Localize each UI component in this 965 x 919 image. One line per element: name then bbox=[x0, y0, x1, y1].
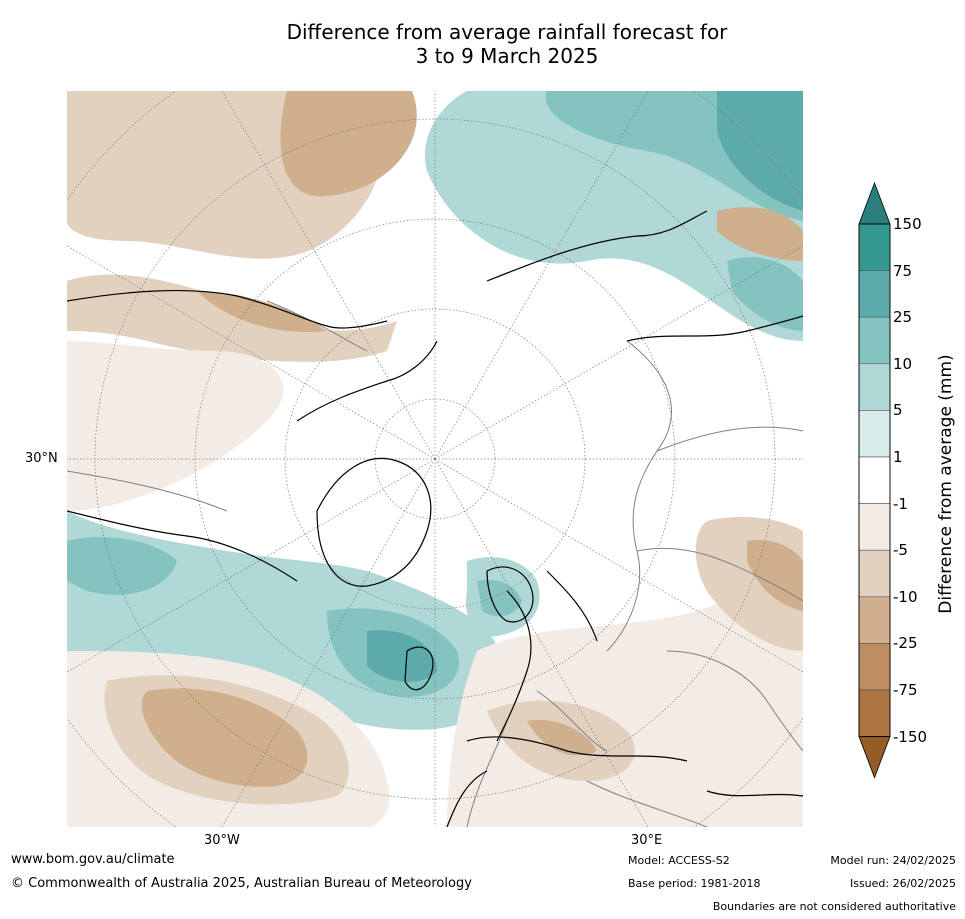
map-title: Difference from average rainfall forecas… bbox=[0, 20, 965, 68]
scandinavia-coast bbox=[486, 566, 534, 623]
colorbar-tick-label: -5 bbox=[893, 541, 908, 560]
issued-date: Issued: 26/02/2025 bbox=[849, 877, 956, 890]
website-link[interactable]: www.bom.gov.au/climate bbox=[11, 852, 175, 867]
pacific-brown-core bbox=[197, 291, 327, 332]
mediterranean-coast bbox=[466, 736, 688, 762]
colorbar-extend-top bbox=[858, 181, 891, 225]
colorbar-tick-label: 10 bbox=[893, 354, 913, 373]
colorbar-tick-label: -10 bbox=[893, 587, 918, 606]
colorbar-tick-label: -75 bbox=[893, 681, 918, 699]
pacific-brown-band bbox=[67, 274, 397, 362]
colorbar-box bbox=[858, 503, 891, 551]
anomaly-shading bbox=[67, 91, 803, 827]
colorbar-tick-label: -150 bbox=[893, 727, 928, 746]
colorbar-extend-bottom bbox=[858, 736, 891, 779]
model-info: Model: ACCESS-S2 bbox=[628, 854, 730, 867]
north-america-brown bbox=[67, 341, 284, 511]
country-boundaries bbox=[67, 300, 803, 827]
coastlines bbox=[67, 210, 803, 827]
colorbar-tick-label: -25 bbox=[893, 634, 918, 653]
latitude-label-30n: 30°N bbox=[25, 451, 58, 466]
colorbar-tick-label: 150 bbox=[893, 215, 922, 233]
model-run-date: Model run: 24/02/2025 bbox=[830, 854, 956, 867]
colorbar-box bbox=[858, 456, 891, 504]
subtropical-atlantic-brown-core bbox=[141, 688, 308, 787]
british-isles-coast bbox=[404, 646, 434, 691]
europe-coast bbox=[496, 590, 532, 742]
colorbar bbox=[858, 181, 891, 779]
colorbar-tick-label: 1 bbox=[893, 448, 903, 466]
siberia-coast bbox=[486, 210, 708, 282]
colorbar-label: Difference from average (mm) bbox=[936, 354, 956, 614]
colorbar-tick-label: -1 bbox=[893, 494, 908, 513]
title-line-2: 3 to 9 March 2025 bbox=[415, 44, 599, 68]
north-pacific-brown-core bbox=[280, 91, 417, 197]
colorbar-box bbox=[858, 596, 891, 644]
title-line-1: Difference from average rainfall forecas… bbox=[286, 20, 728, 44]
colorbar-box bbox=[858, 223, 891, 271]
boundaries-note: Boundaries are not considered authoritat… bbox=[712, 900, 956, 913]
colorbar-tick-label: 75 bbox=[893, 261, 913, 280]
colorbar-tick-label: 5 bbox=[893, 401, 903, 420]
colorbar-box bbox=[858, 549, 891, 598]
colorbar-box bbox=[858, 410, 891, 458]
graticule bbox=[67, 91, 803, 827]
greenland-coast bbox=[316, 457, 432, 587]
rainfall-anomaly-map bbox=[67, 91, 803, 827]
colorbar-box bbox=[858, 643, 891, 691]
mediterranean-brown-core bbox=[527, 720, 597, 756]
copyright-notice: © Commonwealth of Australia 2025, Austra… bbox=[11, 876, 472, 891]
colorbar-box bbox=[858, 270, 891, 318]
east-asia-teal bbox=[727, 257, 803, 331]
pacific-east-brown bbox=[717, 207, 803, 261]
longitude-label-30e: 30°E bbox=[631, 833, 663, 848]
colorbar-tick-label: 25 bbox=[893, 308, 913, 327]
colorbar-box bbox=[858, 363, 891, 411]
atlantic-teal-deep bbox=[367, 630, 437, 682]
gulf-teal bbox=[67, 537, 177, 595]
colorbar-box bbox=[858, 689, 891, 737]
north-america-coast bbox=[67, 289, 388, 329]
base-period-info: Base period: 1981-2018 bbox=[628, 877, 761, 890]
map-canvas bbox=[67, 91, 803, 827]
canadian-arctic-coast bbox=[296, 340, 438, 422]
longitude-label-30w: 30°W bbox=[204, 833, 240, 848]
siberia-teal-core bbox=[717, 91, 803, 211]
colorbar-box bbox=[858, 316, 891, 365]
